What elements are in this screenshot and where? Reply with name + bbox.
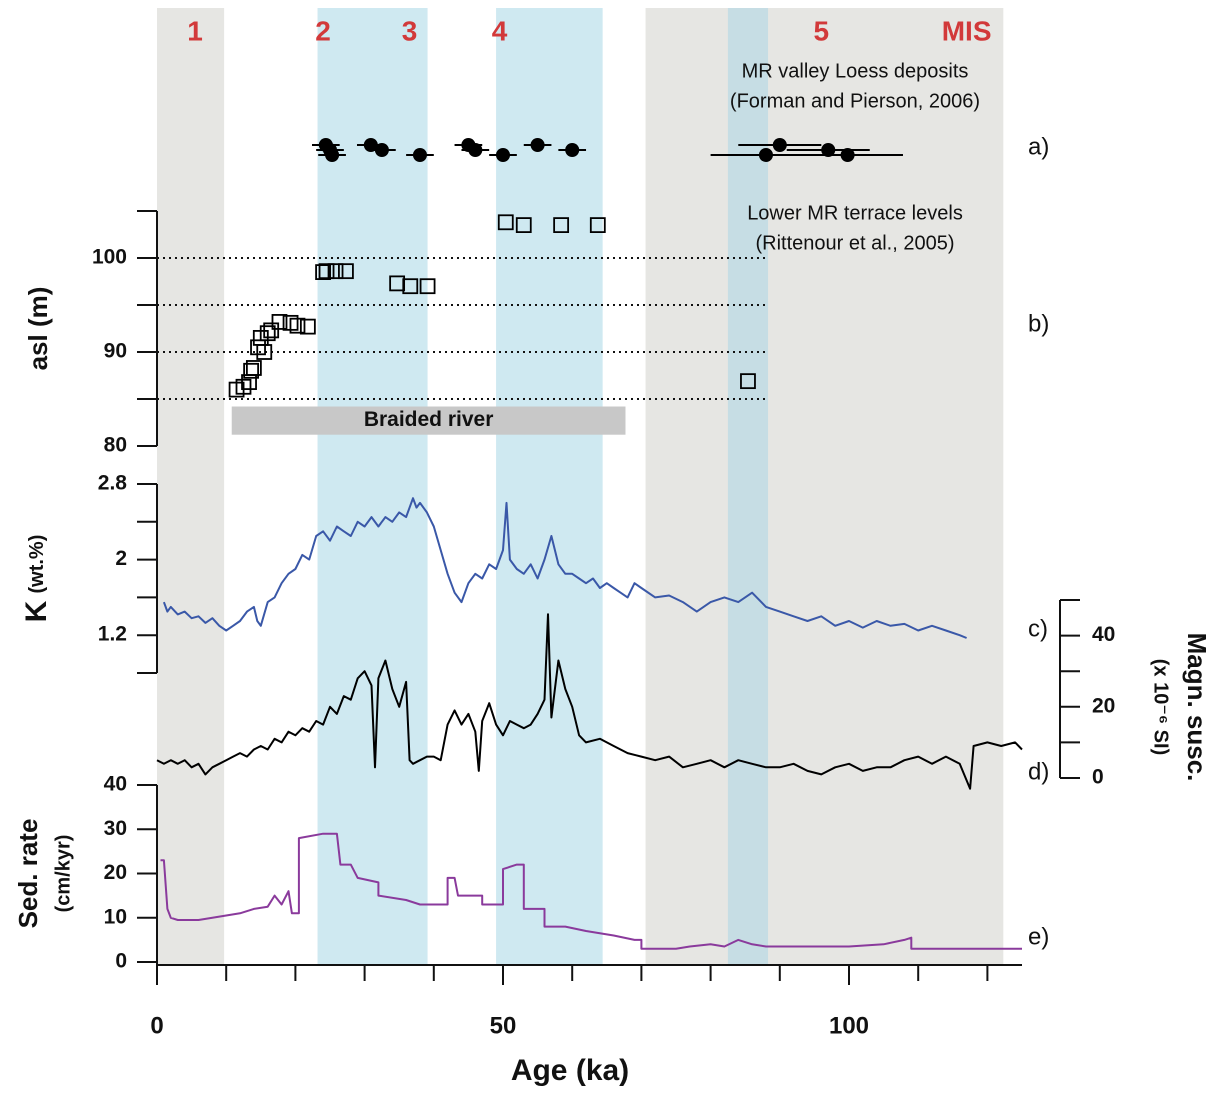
annotation: Lower MR terrace levels	[747, 202, 963, 224]
y-tick-label: 2	[115, 547, 127, 570]
mis-band	[317, 8, 428, 965]
x-tick-label: 100	[829, 1012, 869, 1039]
terrace-point	[315, 264, 331, 281]
data-line	[156, 613, 1023, 790]
terrace-point	[740, 373, 756, 390]
loess-age-point	[496, 148, 510, 162]
loess-age-point	[840, 148, 855, 162]
y-tick-label: 100	[92, 246, 127, 269]
y-axis-label: asl (m)	[23, 287, 53, 371]
panel-label: b)	[1028, 310, 1049, 337]
terrace-point	[289, 317, 306, 334]
terrace-point	[299, 318, 316, 335]
terrace-point	[497, 214, 514, 231]
terrace-point	[589, 217, 606, 234]
loess-age-point	[821, 143, 836, 157]
x-tick-label: 0	[150, 1012, 163, 1039]
mis-label: MIS	[942, 15, 992, 46]
x-tick-label: 50	[490, 1012, 517, 1039]
y-tick-label: 40	[1092, 623, 1115, 646]
annotation: MR valley Loess deposits	[742, 60, 969, 82]
annotation: (Rittenour et al., 2005)	[756, 232, 955, 254]
y-axis-label-units: (wt.%)	[26, 535, 48, 594]
y-axis-label: K (wt.%)	[20, 535, 53, 623]
annotation: (Forman and Pierson, 2006)	[730, 90, 980, 112]
terrace-point	[402, 278, 419, 295]
terrace-point	[243, 362, 260, 379]
terrace-point	[553, 217, 570, 234]
y-tick-label: 20	[104, 861, 127, 884]
y-tick-label: 2.8	[98, 472, 128, 495]
terrace-point	[318, 263, 335, 280]
terrace-point	[256, 344, 273, 360]
loess-age-point	[468, 143, 483, 157]
y-tick-label: 1.2	[98, 623, 127, 646]
mis-label: 5	[814, 15, 830, 46]
mis-band	[727, 8, 769, 965]
braided-river-label: Braided river	[364, 408, 494, 431]
terrace-point	[263, 322, 280, 339]
loess-age-point	[374, 143, 389, 157]
mis-label: 3	[402, 15, 418, 46]
braided-river-bar	[231, 406, 626, 435]
mis-band	[496, 8, 603, 965]
y-tick-label: 20	[1092, 694, 1115, 717]
data-line	[160, 832, 1022, 950]
terrace-point	[245, 360, 262, 376]
terrace-point	[338, 263, 354, 280]
loess-age-point	[772, 138, 787, 152]
data-line	[162, 497, 967, 639]
panel-label: a)	[1028, 133, 1049, 160]
panel-label: e)	[1028, 923, 1049, 950]
terrace-point	[515, 217, 532, 234]
mis-label: 4	[492, 15, 508, 46]
panel-label: c)	[1028, 615, 1048, 642]
y-axis-label-units: (x 10⁻⁶ SI)	[1150, 659, 1172, 755]
loess-age-point	[530, 138, 545, 152]
y-axis-label-units: (cm/kyr)	[52, 835, 74, 913]
loess-age-point	[565, 143, 580, 157]
terrace-point	[327, 263, 344, 280]
y-tick-label: 40	[104, 773, 127, 796]
y-tick-label: 0	[1092, 766, 1104, 789]
terrace-point	[259, 325, 276, 342]
mis-label: 1	[187, 15, 203, 46]
panel-label: d)	[1028, 758, 1049, 785]
x-axis-label: Age (ka)	[511, 1054, 629, 1087]
mis-band	[645, 8, 1004, 965]
loess-age-point	[758, 148, 773, 162]
loess-age-point	[412, 148, 427, 162]
y-tick-label: 30	[104, 817, 127, 840]
y-tick-label: 10	[104, 905, 127, 928]
y-tick-label: 90	[104, 340, 127, 363]
mis-band	[157, 8, 225, 965]
y-tick-label: 0	[115, 950, 127, 973]
y-axis-label: Sed. rate	[13, 819, 43, 929]
loess-age-point	[325, 148, 340, 162]
y-tick-label: 80	[104, 434, 127, 457]
y-axis-label-symbol: K	[20, 600, 53, 622]
terrace-point	[419, 278, 436, 295]
terrace-point	[271, 314, 288, 330]
mis-label: 2	[315, 15, 331, 46]
y-axis-label: Magn. susc.	[1182, 633, 1212, 782]
terrace-point	[235, 378, 252, 395]
loess-age-point	[363, 138, 378, 152]
